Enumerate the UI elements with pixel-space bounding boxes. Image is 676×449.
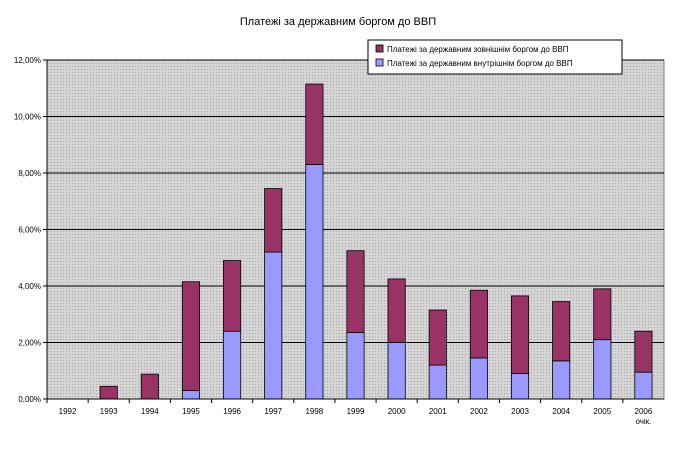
bar-segment-external [346, 250, 365, 334]
bar-segment-domestic [181, 390, 201, 400]
bar-segment-domestic [469, 357, 488, 400]
x-tick-label: 2006 [635, 407, 653, 416]
bar-segment-external [264, 188, 283, 253]
legend-label: Платежі за державним зовнішнім боргом до… [387, 45, 569, 54]
x-tick-label: 2003 [511, 407, 529, 416]
bar-segment-external [469, 289, 488, 359]
x-tick-label: 2000 [388, 407, 406, 416]
x-tick-label: 1999 [347, 407, 365, 416]
bar-segment-domestic [346, 332, 365, 400]
bar-segment-external [181, 281, 201, 391]
legend-swatch [375, 44, 384, 53]
bar-segment-domestic [305, 164, 324, 400]
bar-segment-domestic [387, 342, 406, 400]
bars [99, 83, 653, 400]
bar-segment-domestic [634, 371, 653, 400]
x-tick-label: 2004 [552, 407, 570, 416]
x-tick-label: 1992 [59, 407, 77, 416]
x-tick-label: 2005 [593, 407, 611, 416]
x-tick-label: 1997 [264, 407, 282, 416]
x-tick-label: 1993 [100, 407, 118, 416]
chart-title: Платежі за державним боргом до ВВП [240, 16, 436, 28]
bar-segment-domestic [593, 339, 612, 400]
y-tick-label: 12,00% [14, 56, 41, 65]
y-tick-label: 6,00% [18, 226, 41, 235]
bar-segment-external [305, 83, 324, 165]
bar-segment-domestic [510, 373, 530, 400]
x-axis-ticks: 1992 1993 1994 1995 1996 1997 1998 1999 2000 2001… [46, 399, 653, 426]
bar-segment-external [593, 288, 612, 341]
x-tick-label: 2001 [429, 407, 447, 416]
bar-segment-domestic [428, 364, 447, 400]
x-tick-label: 1996 [223, 407, 241, 416]
bar-segment-external [552, 301, 571, 362]
y-tick-label: 10,00% [14, 113, 41, 122]
bar-segment-external [510, 295, 530, 374]
x-tick-label: 1995 [182, 407, 200, 416]
legend-label: Платежі за державним внутрішнім боргом д… [387, 59, 573, 68]
bar-segment-external [387, 278, 406, 343]
bar-segment-domestic [264, 251, 283, 400]
x-tick-label: 1998 [305, 407, 323, 416]
bar-segment-domestic [223, 330, 242, 400]
y-tick-label: 0,00% [18, 395, 41, 404]
x-tick-label: 1994 [141, 407, 159, 416]
bar-segment-external [223, 260, 242, 332]
y-axis-ticks: 0,00% 2,00% 4,00% 6,00% 8,00% 10,00% 12,00% [14, 56, 664, 404]
bar-segment-external [428, 309, 447, 366]
legend: Платежі за державним зовнішнім боргом до… [367, 39, 623, 75]
y-tick-label: 4,00% [18, 282, 41, 291]
x-tick-sublabel: очік. [635, 417, 651, 426]
x-tick-label: 2002 [470, 407, 488, 416]
bar-segment-external [634, 330, 653, 373]
bar-segment-domestic [552, 360, 571, 400]
y-tick-label: 2,00% [18, 339, 41, 348]
bar-segment-external [140, 373, 159, 400]
y-tick-label: 8,00% [18, 169, 41, 178]
legend-swatch [375, 58, 384, 67]
bar-segment-external [99, 385, 118, 400]
legend-box [367, 39, 623, 75]
